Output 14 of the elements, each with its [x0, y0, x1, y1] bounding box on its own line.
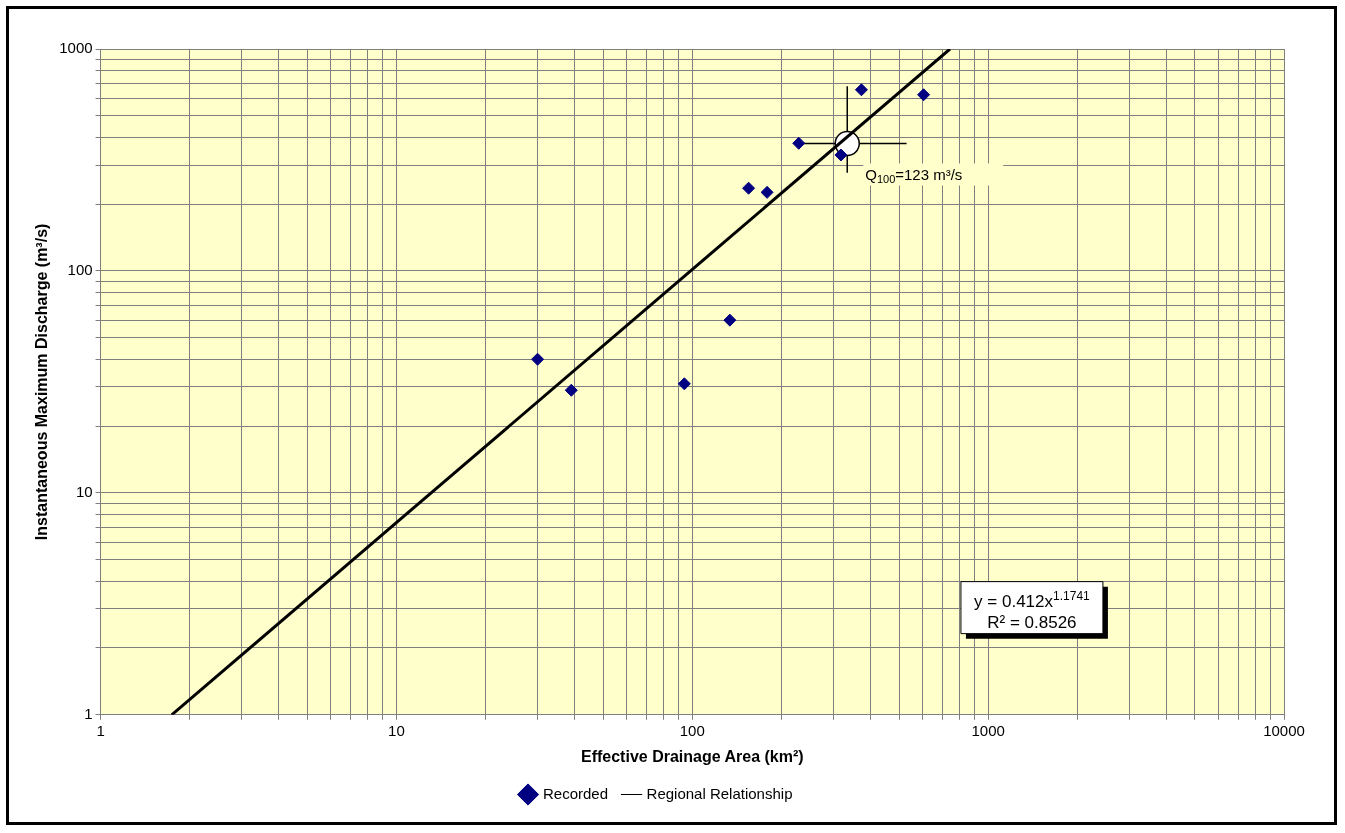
y-tick-label: 100 — [67, 261, 93, 279]
x-axis-title: Effective Drainage Area (km²) — [580, 747, 804, 765]
y-axis-title: Instantaneous Maximum Discharge (m³/s) — [33, 223, 51, 541]
x-tick-label: 10000 — [1263, 721, 1305, 739]
x-tick-label: 1 — [96, 721, 105, 739]
y-tick-label: 1000 — [59, 39, 93, 57]
x-tick-label: 100 — [679, 721, 705, 739]
y-tick-label: 1 — [84, 704, 93, 722]
annotation: R² = 0.8526 — [987, 612, 1077, 632]
legend-label: Regional Relationship — [646, 784, 793, 802]
legend-label: Recorded — [543, 784, 609, 802]
y-tick-label: 10 — [75, 483, 93, 501]
x-tick-label: 1000 — [971, 721, 1005, 739]
x-tick-label: 10 — [388, 721, 405, 739]
